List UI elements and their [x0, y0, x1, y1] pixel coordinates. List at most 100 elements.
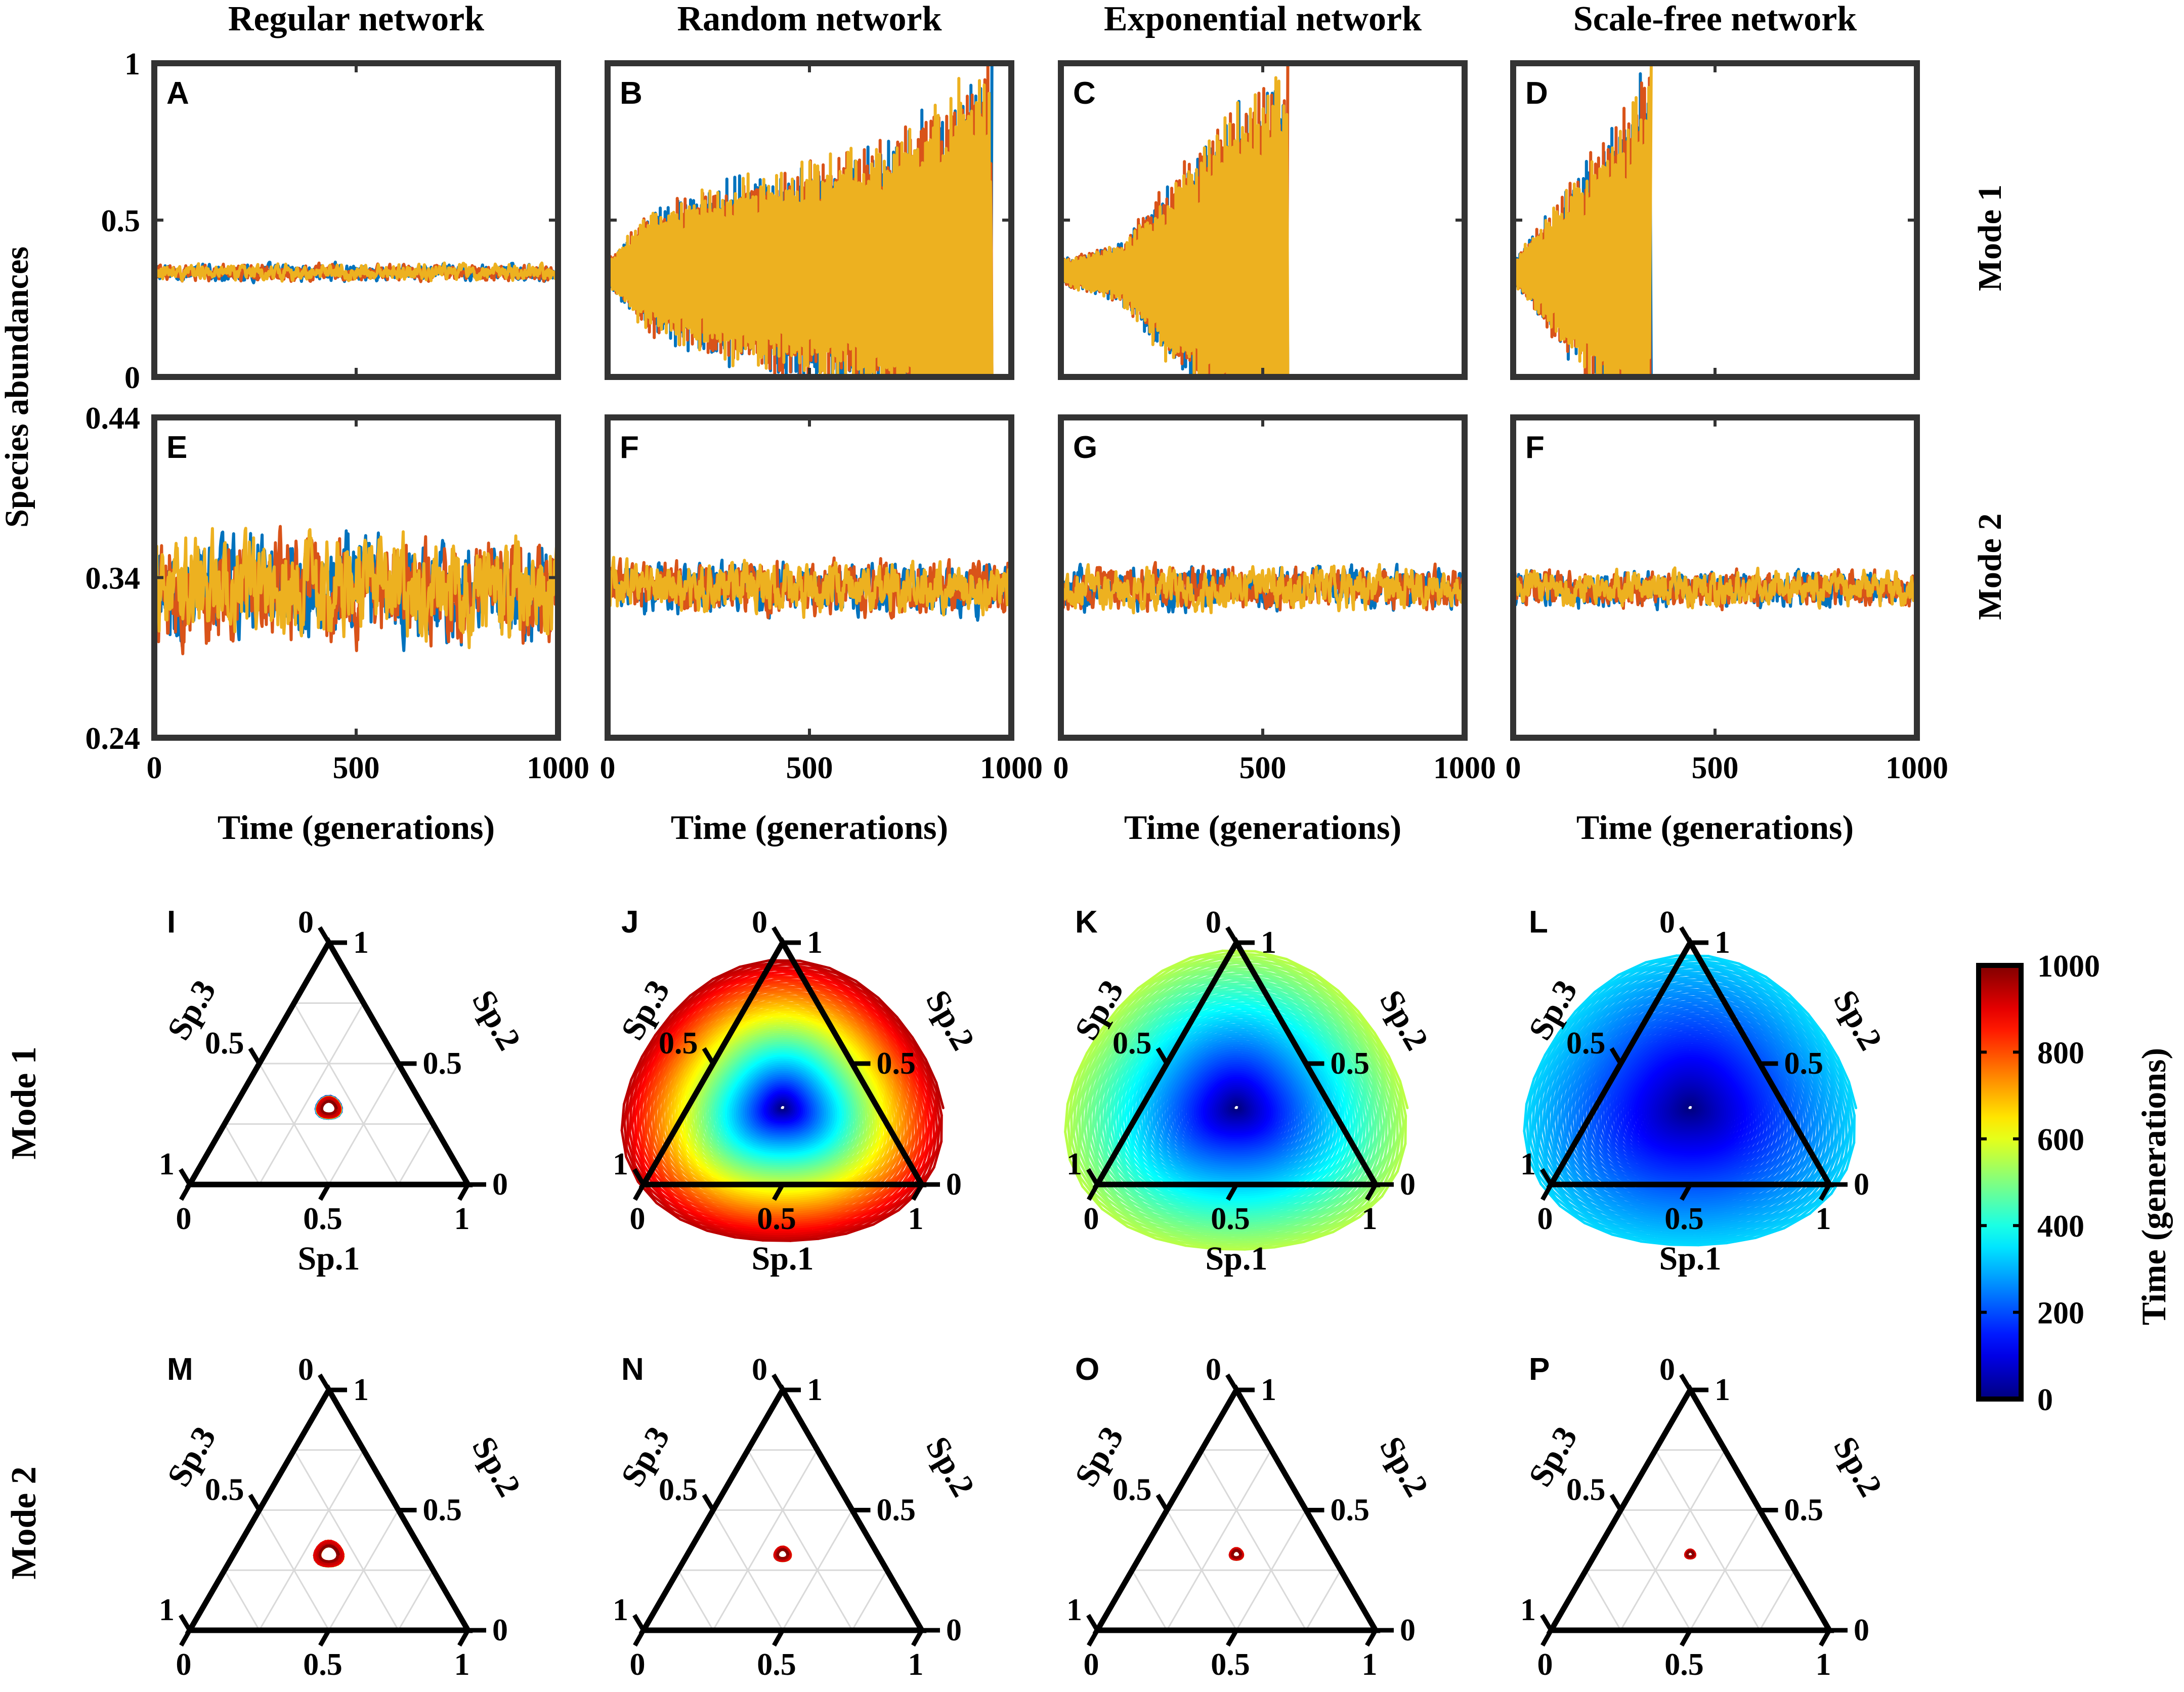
ternary-axis-label-sp2: Sp.2 [1826, 1430, 1890, 1503]
tick-label: 0 [1537, 1647, 1553, 1682]
panel-letter: A [166, 76, 189, 111]
column-title: Exponential network [1104, 0, 1422, 38]
tick-label: 0.5 [1211, 1647, 1250, 1682]
ternary-axis-label-sp1: Sp.1 [1206, 1240, 1268, 1277]
panel-letter: D [1525, 76, 1548, 111]
tick-label: 1 [353, 925, 369, 960]
panel-G-mode2: 0 500 1000 Time (generations) G [1053, 414, 1496, 847]
series-line-sp3 [1513, 63, 1917, 377]
colorbar-tick-label: 400 [2037, 1209, 2084, 1244]
panel-letter: L [1529, 905, 1548, 940]
tick-label: 1 [1362, 1202, 1378, 1236]
tick-label: 1 [613, 1147, 628, 1181]
x-axis-label: Time (generations) [1576, 808, 1854, 847]
column-titles: Regular network Random network Exponential… [228, 0, 1857, 38]
panel-B-mode1: B [605, 60, 1014, 380]
tick-label: 0 [1206, 905, 1221, 940]
tick-label: 1 [159, 1147, 175, 1181]
panel-E-mode2: 0.24 0.34 0.44 0 500 1000 Time (generations) E [85, 401, 590, 847]
tick-label: 1 [1715, 925, 1730, 960]
x-tick-label: 1000 [980, 751, 1043, 785]
x-tick-label: 500 [333, 751, 380, 785]
colorbar: 0 200 400 600 800 1000 Time (generations) [1976, 949, 2173, 1417]
colorbar-scale [1976, 963, 2024, 1402]
row-labels: Mode 1 Mode 2 Mode 1 Mode 2 Species abundanc… [0, 185, 2008, 1580]
y-tick-label: 0.44 [85, 401, 141, 436]
x-tick-label: 0 [600, 751, 616, 785]
tick-label: 0.5 [303, 1202, 342, 1236]
time-series-panels: 0 0.5 1A B C D 0.24 0.34 0.44 0 500 1000 Time (gener… [85, 47, 1949, 847]
tick-label: 1 [613, 1593, 628, 1627]
tick-label: 1 [908, 1202, 924, 1236]
tick-label: 1 [1520, 1147, 1536, 1181]
series-line-sp3 [154, 527, 558, 649]
ternary-axis-label-sp2: Sp.2 [1373, 1430, 1436, 1503]
tick-label: 0 [176, 1647, 192, 1682]
tick-label: 1 [1816, 1647, 1831, 1682]
row-label-mode2-ts: Mode 2 [1972, 514, 2008, 620]
tick-label: 0.5 [1331, 1493, 1370, 1528]
tick-label: 0 [630, 1202, 646, 1236]
colorbar-tick-label: 800 [2037, 1036, 2084, 1070]
tick-label: 0 [1084, 1647, 1099, 1682]
panel-F-mode2: 0 500 1000 Time (generations) F [1506, 414, 1948, 847]
series-line-sp3 [1061, 76, 1465, 377]
tick-label: 0.5 [1211, 1202, 1250, 1236]
ternary-axis-label-sp1: Sp.1 [298, 1240, 360, 1277]
panel-frame [151, 60, 561, 380]
ternary-axis-label-sp1: Sp.1 [1659, 1686, 1722, 1692]
colorbar-label: Time (generations) [2134, 1048, 2173, 1325]
tick-label: 1 [1715, 1373, 1730, 1407]
tick-label: 1 [908, 1647, 924, 1682]
panel-letter: M [167, 1352, 193, 1387]
x-tick-label: 500 [786, 751, 833, 785]
ternary-axis-label-sp1: Sp.1 [298, 1686, 360, 1692]
column-title: Random network [677, 0, 941, 38]
tick-label: 0 [630, 1647, 646, 1682]
tick-label: 1 [1520, 1593, 1536, 1627]
x-tick-label: 0 [1506, 751, 1521, 785]
row-label-mode1-ternary: Mode 1 [5, 1046, 44, 1160]
y-tick-label: 0.24 [85, 722, 141, 756]
y-axis-label: Species abundances [0, 246, 35, 528]
panel-A-mode1: 0 0.5 1A [101, 47, 561, 395]
tick-label: 0 [752, 1352, 767, 1387]
ternary-axis-label-sp1: Sp.1 [752, 1686, 814, 1692]
tick-label: 1 [807, 1373, 823, 1407]
tick-label: 0.5 [303, 1647, 342, 1682]
tick-label: 1 [454, 1202, 470, 1236]
ternary-axis-label-sp1: Sp.1 [1206, 1686, 1268, 1692]
panel-letter: B [620, 76, 643, 111]
colorbar-tick-label: 0 [2037, 1383, 2053, 1417]
ternary-axis-label-sp2: Sp.2 [1826, 984, 1890, 1056]
ternary-axis-label-sp1: Sp.1 [752, 1240, 814, 1277]
y-tick-label: 0.34 [85, 562, 141, 596]
tick-label: 0.5 [757, 1202, 796, 1236]
series-line-sp3 [154, 261, 558, 283]
panel-letter: O [1075, 1352, 1099, 1387]
panel-letter: J [621, 905, 638, 940]
tick-label: 0 [298, 905, 314, 940]
tick-label: 0.5 [1331, 1046, 1370, 1081]
tick-label: 0.5 [877, 1493, 916, 1528]
tick-label: 0.5 [1784, 1493, 1824, 1528]
tick-label: 1 [159, 1593, 175, 1627]
series-line-sp3 [1061, 563, 1465, 615]
series-line-sp3 [608, 77, 1011, 377]
x-axis-label: Time (generations) [218, 808, 495, 847]
tick-label: 0.5 [659, 1026, 698, 1061]
tick-label: 0 [176, 1202, 192, 1236]
panel-letter: E [166, 430, 187, 465]
tick-label: 0.5 [1566, 1026, 1606, 1061]
tick-label: 0.5 [877, 1046, 916, 1081]
x-tick-label: 500 [1239, 751, 1287, 785]
x-tick-label: 1000 [1433, 751, 1496, 785]
tick-label: 0 [298, 1352, 314, 1387]
x-tick-label: 500 [1692, 751, 1739, 785]
panel-letter: F [1525, 430, 1545, 465]
tick-label: 0.5 [1664, 1647, 1704, 1682]
